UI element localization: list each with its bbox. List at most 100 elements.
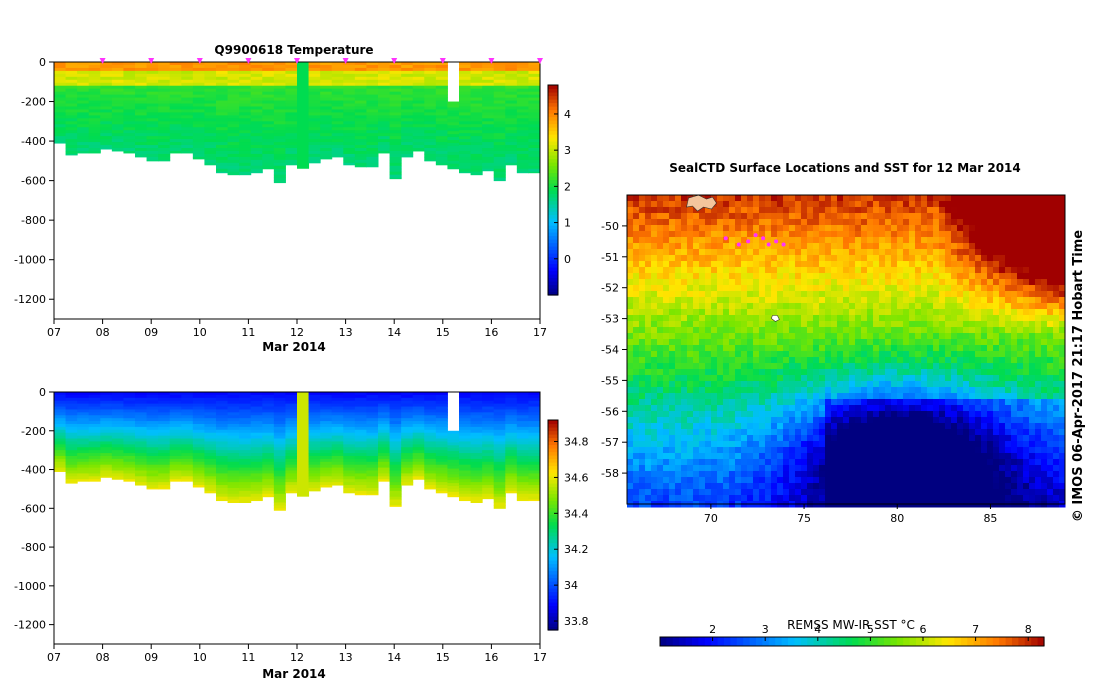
section-cell [262, 467, 275, 472]
section-cell [216, 394, 229, 399]
section-cell [354, 490, 367, 495]
section-cell [135, 432, 148, 437]
section-cell [158, 444, 171, 448]
section-cell [331, 473, 344, 477]
section-cell [470, 490, 483, 495]
sst-cell [873, 261, 880, 268]
section-cell [424, 139, 437, 143]
section-cell [366, 415, 379, 419]
section-cell [389, 142, 402, 146]
sst-cell [873, 273, 880, 280]
sst-cell [879, 291, 886, 298]
section-cell [123, 432, 136, 437]
sst-cell [873, 315, 880, 322]
x-tick-label: 07 [47, 651, 61, 664]
section-cell [435, 70, 448, 75]
sst-cell [747, 213, 754, 220]
section-cell [54, 455, 67, 460]
sst-cell [867, 231, 874, 238]
sst-cell [1053, 321, 1060, 328]
sst-cell [933, 339, 940, 346]
sst-cell [909, 327, 916, 334]
section-cell [54, 441, 67, 445]
section-cell [447, 442, 460, 446]
section-cell [204, 162, 217, 166]
section-cell [239, 147, 252, 152]
sst-cell [855, 279, 862, 286]
section-cell [285, 415, 298, 419]
section-cell [111, 97, 124, 102]
sst-cell [885, 339, 892, 346]
section-cell [424, 130, 437, 134]
sst-cell [777, 321, 784, 328]
sst-cell [825, 243, 832, 250]
section-cell [366, 473, 379, 477]
section-cell [192, 121, 205, 125]
section-cell [227, 109, 240, 113]
sst-cell [777, 267, 784, 274]
sst-cell [873, 303, 880, 310]
sst-cell [969, 297, 976, 304]
section-cell [493, 394, 506, 399]
colorbar-swatch [548, 284, 558, 289]
sst-cell [759, 261, 766, 268]
section-cell [459, 162, 472, 167]
section-cell [435, 118, 448, 122]
section-cell [111, 130, 124, 134]
sst-cell [963, 255, 970, 262]
sst-cell [699, 303, 706, 310]
sst-cell [663, 255, 670, 262]
section-cell [158, 124, 171, 128]
sst-cell [861, 297, 868, 304]
sst-cell [879, 303, 886, 310]
sst-cell [939, 291, 946, 298]
section-cell [88, 97, 101, 102]
section-cell [227, 165, 240, 170]
section-cell [412, 109, 425, 113]
sst-cell [777, 261, 784, 268]
sst-cell [663, 219, 670, 226]
section-cell [493, 133, 506, 137]
section-cell [424, 62, 437, 66]
section-cell [158, 62, 171, 66]
sst-cell [813, 285, 820, 292]
sst-cell [975, 273, 982, 280]
sst-cell [807, 285, 814, 292]
section-cell [482, 438, 495, 442]
section-cell [54, 432, 67, 437]
sst-cell [1053, 261, 1060, 268]
sst-cell [957, 261, 964, 268]
section-cell [343, 159, 356, 164]
sst-cell [903, 273, 910, 280]
section-cell [273, 180, 286, 184]
colorbar-swatch [548, 560, 558, 565]
sst-cell [1035, 243, 1042, 250]
section-cell [65, 409, 78, 413]
section-cell [239, 409, 252, 413]
section-cell [158, 100, 171, 105]
section-cell [320, 423, 333, 428]
section-cell [146, 467, 159, 472]
section-cell [482, 97, 495, 102]
section-cell [285, 118, 298, 122]
section-cell [181, 435, 194, 440]
section-cell [482, 103, 495, 107]
section-cell [227, 432, 240, 437]
section-cell [135, 118, 148, 122]
section-cell [146, 458, 159, 463]
section-cell [401, 94, 414, 99]
sst-cell [1047, 213, 1054, 220]
sst-cell [813, 225, 820, 232]
sst-cell [945, 297, 952, 304]
section-cell [424, 76, 437, 81]
sst-cell [729, 201, 736, 208]
sst-cell [699, 249, 706, 256]
colorbar-swatch [548, 423, 558, 428]
section-cell [470, 415, 483, 419]
section-cell [285, 133, 298, 137]
section-cell [435, 115, 448, 119]
sst-cell [741, 231, 748, 238]
section-cell [250, 153, 263, 158]
section-cell [482, 392, 495, 396]
section-cell [169, 142, 182, 146]
